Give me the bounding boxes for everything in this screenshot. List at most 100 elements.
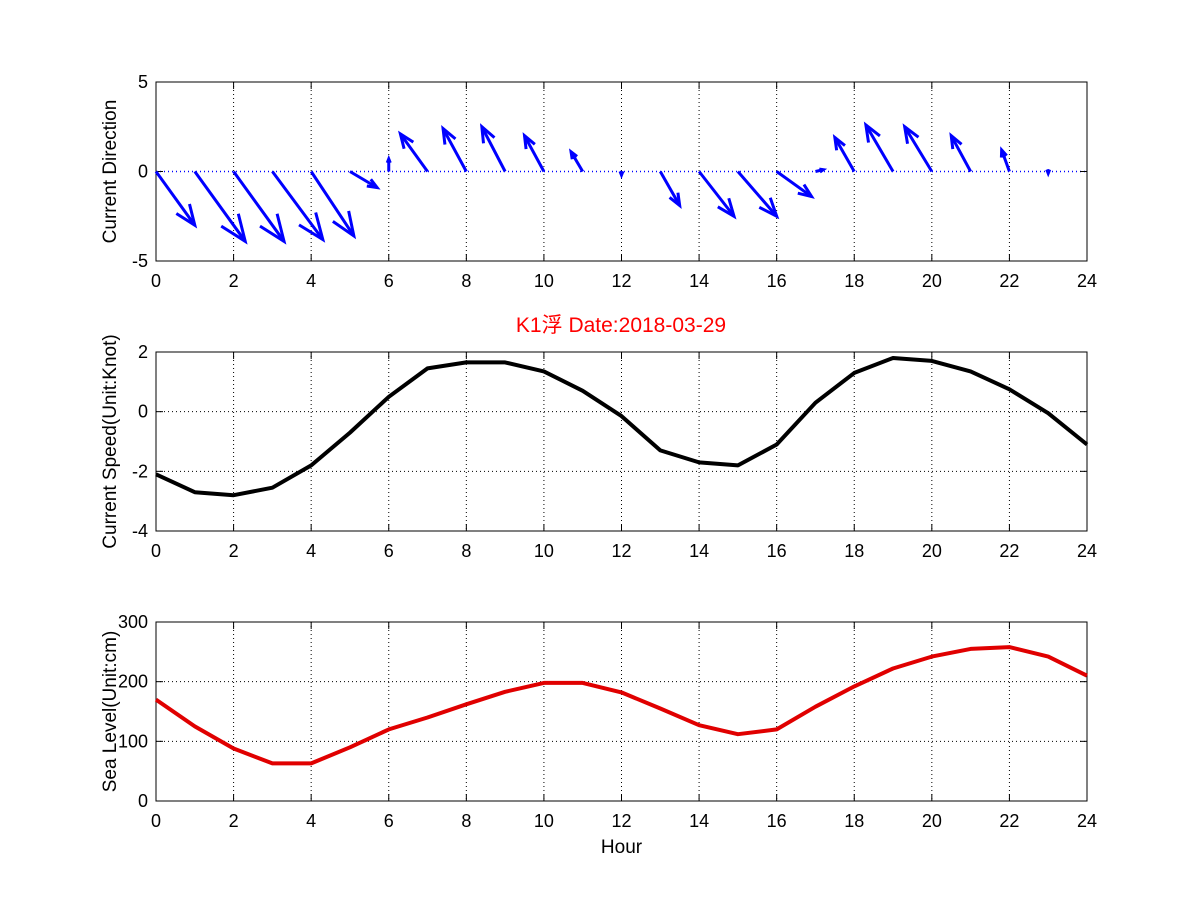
x-tick-label: 0 [151,541,161,561]
current-arrow [697,170,737,220]
arrow-head [758,197,780,220]
x-tick-label: 22 [999,541,1019,561]
y-tick-label: -5 [132,251,148,271]
current-arrow [863,121,895,173]
x-tick-label: 12 [611,541,631,561]
y-tick-label: 5 [138,72,148,92]
arrow-shaft [232,170,286,243]
current-arrow [441,124,468,173]
x-tick-label: 2 [229,271,239,291]
current-arrow [736,170,780,220]
x-tick-label: 2 [229,541,239,561]
x-tick-label: 12 [611,271,631,291]
x-tick-label: 0 [151,811,161,831]
x-tick-label: 16 [767,541,787,561]
arrow-shaft [775,170,813,198]
x-tick-label: 0 [151,271,161,291]
arrow-shaft [833,136,856,173]
x-tick-label: 4 [306,811,316,831]
y-tick-label: 200 [118,672,148,692]
y-tick-label: -4 [132,521,148,541]
arrow-shaft [309,170,356,237]
current-arrow [398,130,429,173]
arrow-shaft [736,170,778,218]
x-tick-label: 8 [461,811,471,831]
x-tick-label: 4 [306,271,316,291]
plot-area [156,622,1087,801]
arrow-shaft [271,170,325,241]
x-tick-label: 2 [229,811,239,831]
current-arrow [569,148,584,173]
arrow-head [298,212,326,243]
current-arrow [271,170,326,243]
x-tick-label: 6 [384,541,394,561]
arrow-shaft [697,170,736,218]
x-tick-label: 16 [767,811,787,831]
arrow-head [902,123,920,145]
arrow-shaft [349,170,378,189]
arrow-head [569,148,578,160]
arrow-head [949,132,963,150]
plot-area [156,352,1087,531]
x-tick-label: 20 [922,811,942,831]
arrow-shaft [949,134,972,173]
arrow-head [797,183,815,199]
y-tick-label: 100 [118,731,148,751]
x-tick-label: 18 [844,271,864,291]
arrow-head [819,167,828,174]
x-tick-label: 20 [922,271,942,291]
current-arrow [775,170,815,199]
x-tick-label: 8 [461,541,471,561]
y-axis-label: Current Direction [100,100,121,244]
current-arrow [949,132,972,173]
arrow-shaft [154,170,197,227]
x-tick-label: 14 [689,271,709,291]
current-arrow [999,146,1011,173]
arrow-head [385,154,392,164]
current-arrow [385,154,392,172]
x-tick-label: 10 [534,271,554,291]
x-tick-label: 6 [384,271,394,291]
x-tick-label: 6 [384,811,394,831]
y-tick-label: -2 [132,461,148,481]
arrow-head [668,192,682,210]
x-tick-label: 24 [1077,271,1097,291]
current-arrow [154,170,198,229]
arrow-shaft [903,125,934,173]
arrow-head [220,213,248,245]
y-tick-label: 2 [138,342,148,362]
arrow-shaft [399,133,429,173]
arrow-shaft [193,170,247,243]
x-tick-label: 22 [999,271,1019,291]
current-arrow [309,170,357,240]
current-arrow [1045,169,1052,178]
y-axis-label: Sea Level(Unit:cm) [100,631,121,793]
arrow-head [398,130,415,150]
current-arrow [815,167,828,174]
arrow-shaft [523,134,546,173]
x-tick-label: 18 [844,811,864,831]
arrow-head [832,133,846,151]
arrow-head [999,146,1008,158]
current-arrow [658,170,682,210]
y-tick-label: 0 [138,402,148,422]
current-arrow [479,123,507,173]
x-tick-label: 12 [611,811,631,831]
current-arrow [832,133,856,173]
y-tick-label: 300 [118,612,148,632]
current-arrow [522,132,546,173]
current-arrow [232,170,287,245]
x-tick-label: 20 [922,541,942,561]
x-tick-label: 8 [461,271,471,291]
x-tick-label: 24 [1077,811,1097,831]
arrow-shaft [441,127,468,173]
arrow-head [863,121,881,143]
current-arrow [902,123,934,173]
y-tick-label: 0 [138,162,148,182]
arrow-head [717,197,737,220]
current-arrow [349,170,381,190]
arrow-head [175,203,198,229]
current-arrow [618,170,625,180]
